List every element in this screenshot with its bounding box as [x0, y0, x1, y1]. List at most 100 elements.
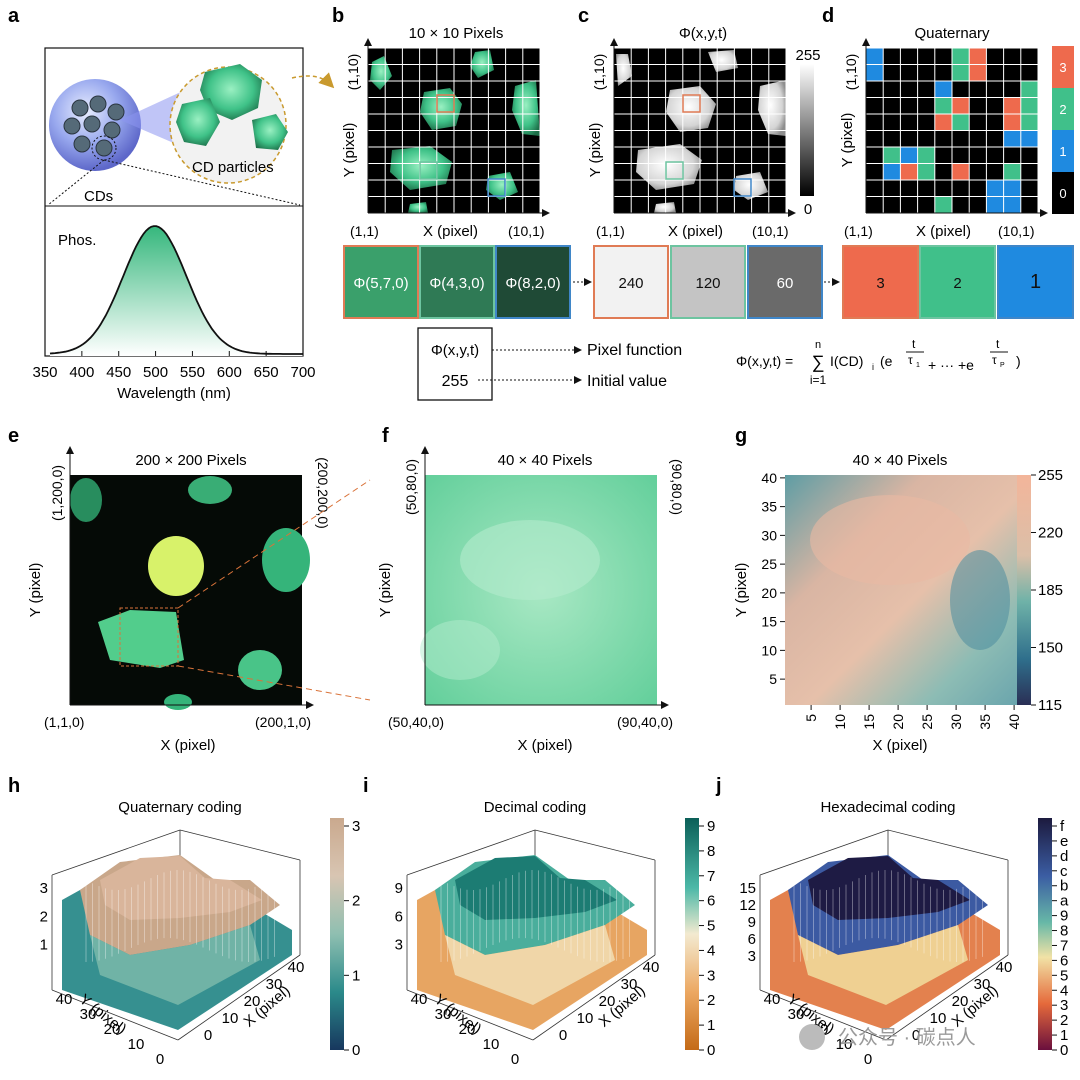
colorbar-tick-label: 7 [1060, 937, 1068, 954]
x-axis-label: X (pixel) [517, 737, 572, 754]
y-tick-label: 15 [761, 614, 777, 630]
x-tick-label: 5 [803, 714, 819, 722]
corner-origin: (1,1) [596, 223, 625, 239]
corner-bottom-left: (50,40,0) [388, 714, 444, 730]
quaternary-cell [900, 147, 918, 164]
pixel-code-box-label: 1 [1030, 271, 1041, 293]
colorbar-tick-label: 9 [707, 818, 715, 835]
quat-scale-1 [1052, 130, 1074, 172]
quaternary-cell [1020, 81, 1038, 98]
e-cd-blob [238, 650, 282, 690]
quaternary-cell [986, 180, 1004, 197]
colorbar-tick-label: 2 [352, 893, 360, 910]
y-tick-label: 25 [761, 556, 777, 572]
y-axis-label: Y (pixel) [341, 123, 358, 178]
e-cd-blob [262, 528, 310, 592]
colorbar-tick-label: 0 [707, 1042, 715, 1059]
x3d-tick-label: 0 [204, 1027, 212, 1044]
x-tick-label: 10 [832, 714, 848, 730]
y-axis-label: Y (pixel) [587, 123, 604, 178]
colorbar-tick-label: 3 [707, 967, 715, 984]
corner-top-left: (50,80,0) [403, 459, 419, 515]
corner-top-left: (1,10) [843, 54, 859, 91]
panel-f: f 40 × 40 Pixels Y (pixel) (50,80,0) (90… [377, 425, 685, 754]
quaternary-cell [883, 147, 901, 164]
x-axis-label: X (pixel) [872, 737, 927, 754]
box-edge [179, 829, 301, 861]
x3d-tick-label: 0 [559, 1027, 567, 1044]
eq-body: I(CD) [830, 353, 863, 369]
y-tick-label: 30 [761, 527, 777, 543]
eq-paren: (e [880, 353, 893, 369]
pixel-value-row: Φ(5,7,0) Φ(4,3,0) Φ(8,2,0) 240 120 60 3 2 1 [343, 245, 1074, 319]
quat-scale-label: 1 [1059, 144, 1066, 159]
pixel-value-box [593, 245, 669, 319]
panel-letter-g: g [735, 425, 747, 447]
x3d-tick-label: 10 [222, 1010, 239, 1027]
y-axis-label: Y (pixel) [839, 113, 856, 168]
watermark-text: 公众号 · 碳点人 [838, 1026, 976, 1049]
e-cd-blob-bright [148, 536, 204, 596]
x3d-tick-label: 40 [643, 959, 660, 976]
x-tick-label: 20 [890, 714, 906, 730]
colorbar-tick-label: 4 [707, 942, 715, 959]
g-colorbar [1017, 475, 1031, 705]
eq-tau: τ [908, 353, 913, 367]
quaternary-cell [1003, 163, 1021, 180]
eq-sub: i [872, 362, 874, 372]
z-tick-label: 3 [395, 937, 403, 954]
y-tick-label: 10 [761, 642, 777, 658]
legend-value-label: Initial value [587, 373, 667, 390]
y3d-tick-label: 30 [435, 1006, 452, 1023]
quaternary-cell [1003, 196, 1021, 213]
x-tick-label: 350 [32, 364, 57, 381]
pixel-value-box [747, 245, 823, 319]
panel-c: c Φ(x,y,t) 255 0 Y (pixel) (1,10) (1,1) … [578, 5, 821, 240]
colorbar-tick-label: 0 [1060, 1042, 1068, 1059]
y3d-tick-label: 10 [128, 1036, 145, 1053]
pixel-function-box [419, 245, 495, 319]
x-tick-label: 40 [1006, 714, 1022, 730]
eq-sigma: ∑ [812, 352, 825, 372]
panel-j-title: Hexadecimal coding [820, 799, 955, 816]
pixel-grid-lines [865, 47, 1039, 214]
panel-e-title: 200 × 200 Pixels [135, 452, 246, 469]
phos-label: Phos. [58, 232, 96, 249]
e-cd-blob [164, 694, 192, 710]
panel-e: e 200 × 200 Pixels Y (pixel) (1,200,0) (… [8, 425, 331, 754]
panel-d-title: Quaternary [914, 25, 990, 42]
colorbar-tick-label: 1 [352, 967, 360, 984]
colorbar-tick-label: c [1060, 863, 1068, 880]
panel-letter-h: h [8, 775, 20, 797]
corner-bottom-left: (1,1,0) [44, 714, 84, 730]
colorbar-tick-label: 5 [707, 918, 715, 935]
pixel-code-box [997, 245, 1074, 319]
quaternary-cell [1003, 97, 1021, 114]
y3d-tick-label: 20 [104, 1021, 121, 1038]
z-tick-label: 3 [40, 880, 48, 897]
colorbar-tick-label: 150 [1038, 640, 1063, 657]
x-tick-label: 700 [290, 364, 315, 381]
highlight-pixel-green [665, 161, 684, 180]
quaternary-cell [934, 97, 952, 114]
eq-tau-sub: 1 [916, 362, 920, 369]
x-tick-label: 550 [180, 364, 205, 381]
grey-blob [708, 50, 738, 72]
y3d-tick-label: 30 [80, 1006, 97, 1023]
panel-g-title: 40 × 40 Pixels [853, 452, 948, 469]
eq-mid: + ··· +e [928, 357, 974, 373]
colorbar-tick-label: 220 [1038, 525, 1063, 542]
e-cd-blob [70, 478, 102, 522]
z-tick-label: 9 [748, 914, 756, 931]
phos-spectrum-fill [50, 226, 303, 356]
legend-fn: Φ(x,y,t) [431, 342, 479, 359]
pixel-function-legend: Φ(x,y,t) 255 Pixel function Initial valu… [417, 327, 682, 401]
z-tick-label: 9 [395, 880, 403, 897]
box-edge [885, 954, 1009, 1041]
e-zoom-region [119, 607, 179, 667]
panel-letter-j: j [715, 775, 722, 797]
colorbar-tick-label: 8 [1060, 923, 1068, 940]
panel-b-title: 10 × 10 Pixels [409, 25, 504, 42]
eq-sum-bottom: i=1 [810, 373, 827, 387]
